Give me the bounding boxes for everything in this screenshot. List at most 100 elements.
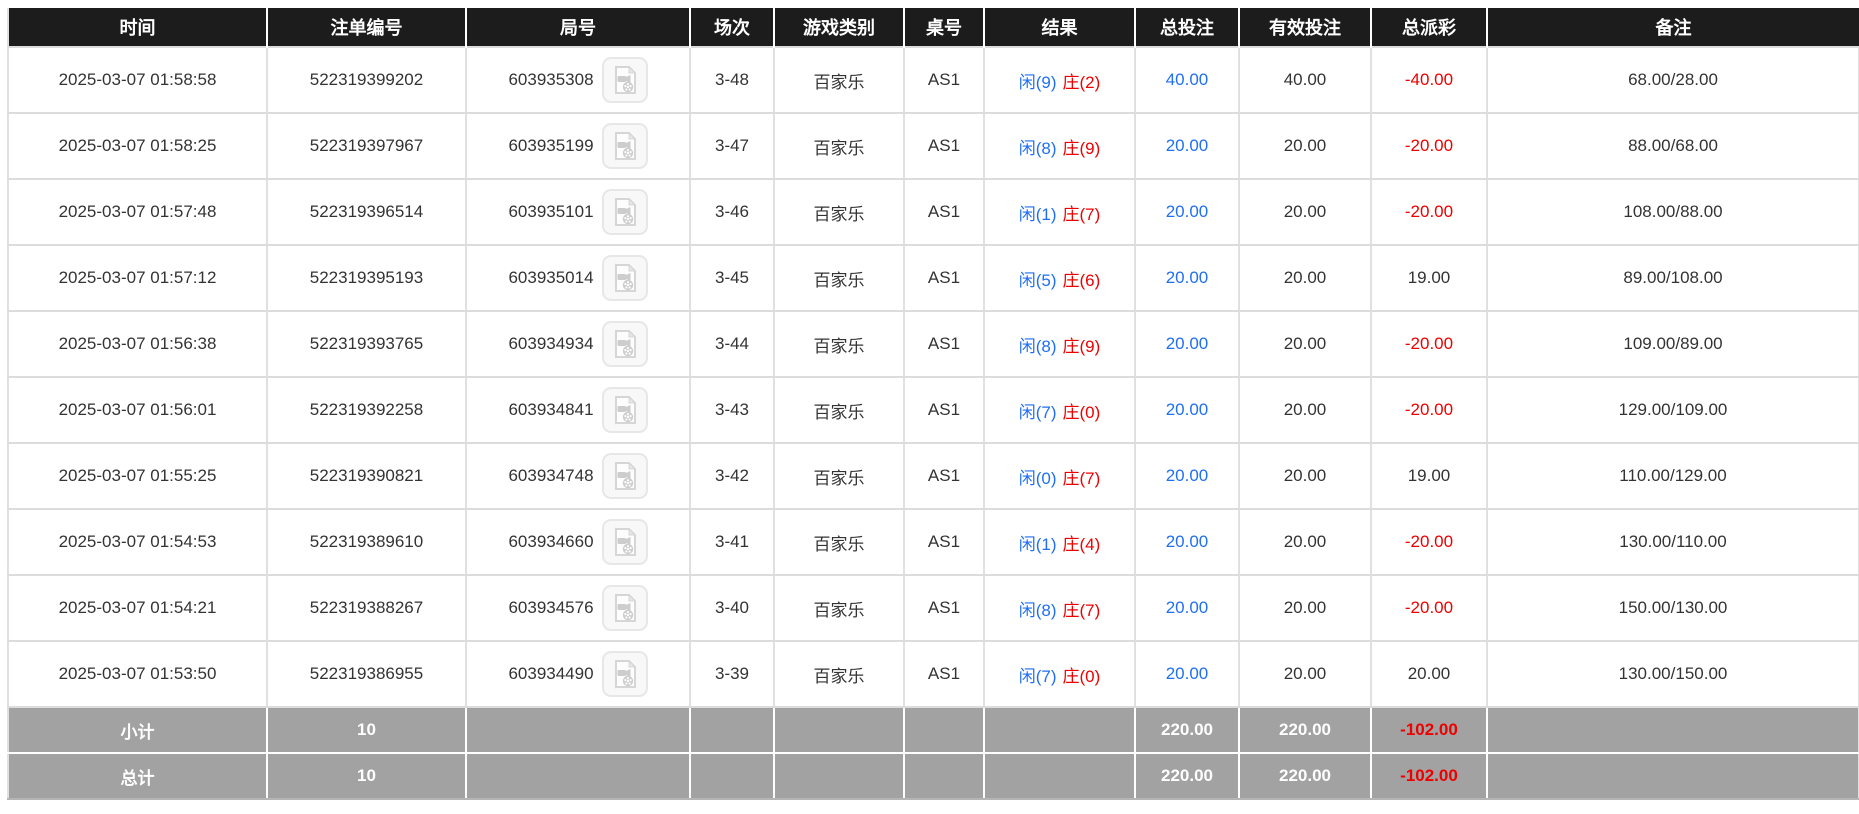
video-replay-button[interactable] (601, 387, 648, 433)
cell-remark: 68.00/28.00 (1487, 46, 1859, 114)
col-header-remark: 备注 (1487, 8, 1859, 47)
video-replay-button[interactable] (601, 57, 648, 103)
round-id-value: 603934660 (508, 532, 594, 551)
table-row: 2025-03-07 01:57:12 522319395193 6039350… (8, 244, 1859, 312)
cell-round-id: 603934934 (466, 310, 691, 378)
payout-value: -20.00 (1404, 400, 1454, 419)
cell-result: 闲(7) 庄(0) (984, 376, 1136, 444)
header-row: 时间 注单编号 局号 场次 游戏类别 桌号 结果 总投注 有效投注 总派彩 备注 (8, 8, 1859, 47)
bet-id-value: 522319389610 (309, 532, 424, 551)
video-replay-button[interactable] (601, 189, 648, 235)
cell-valid-bet: 20.00 (1239, 178, 1372, 246)
game-type-value: 百家乐 (813, 468, 865, 488)
cell-game-type: 百家乐 (774, 508, 905, 576)
round-id-value: 603934490 (508, 664, 594, 683)
round-id-value: 603935014 (508, 268, 594, 287)
valid-bet-value: 20.00 (1283, 334, 1327, 353)
cell-remark: 88.00/68.00 (1487, 112, 1859, 180)
cell-game-type: 百家乐 (774, 178, 905, 246)
video-file-icon (614, 461, 636, 490)
col-header-time: 时间 (8, 8, 268, 47)
result-banker-value: 庄(9) (1062, 138, 1101, 158)
time-value: 2025-03-07 01:57:48 (58, 202, 217, 221)
summary-label-cell: 总计 (8, 753, 268, 800)
time-value: 2025-03-07 01:56:01 (58, 400, 217, 419)
total-bet-value: 20.00 (1165, 136, 1209, 155)
table-header: 时间 注单编号 局号 场次 游戏类别 桌号 结果 总投注 有效投注 总派彩 备注 (8, 8, 1859, 47)
game-type-value: 百家乐 (813, 600, 865, 620)
cell-game-type: 百家乐 (774, 442, 905, 510)
summary-row: 小计 10 220.00 220.00 -102.00 (8, 707, 1859, 754)
result-player-value: 闲(7) (1018, 666, 1057, 686)
cell-session: 3-39 (690, 640, 775, 708)
summary-row: 总计 10 220.00 220.00 -102.00 (8, 753, 1859, 800)
table-row: 2025-03-07 01:55:25 522319390821 6039347… (8, 442, 1859, 510)
cell-result: 闲(7) 庄(0) (984, 640, 1136, 708)
summary-empty-cell (690, 753, 775, 800)
total-bet-value: 20.00 (1165, 400, 1209, 419)
cell-time: 2025-03-07 01:57:48 (8, 178, 268, 246)
cell-bet-id: 522319390821 (267, 442, 467, 510)
cell-table-no: AS1 (904, 46, 985, 114)
cell-time: 2025-03-07 01:55:25 (8, 442, 268, 510)
cell-table-no: AS1 (904, 310, 985, 378)
remark-value: 68.00/28.00 (1628, 70, 1718, 89)
cell-total-bet: 20.00 (1135, 574, 1240, 642)
round-id-value: 603934576 (508, 598, 594, 617)
summary-label-cell: 小计 (8, 707, 268, 754)
video-replay-button[interactable] (601, 453, 648, 499)
table-row: 2025-03-07 01:58:58 522319399202 6039353… (8, 46, 1859, 114)
session-value: 3-41 (714, 532, 750, 551)
video-replay-button[interactable] (601, 123, 648, 169)
session-value: 3-42 (714, 466, 750, 485)
cell-table-no: AS1 (904, 244, 985, 312)
cell-remark: 150.00/130.00 (1487, 574, 1859, 642)
cell-payout: 19.00 (1371, 442, 1488, 510)
cell-payout: -40.00 (1371, 46, 1488, 114)
bet-id-value: 522319395193 (309, 268, 424, 287)
table-summary: 小计 10 220.00 220.00 -102.00 总计 10 220.00… (8, 707, 1859, 800)
result-banker-value: 庄(7) (1062, 468, 1101, 488)
cell-table-no: AS1 (904, 178, 985, 246)
col-header-payout: 总派彩 (1371, 8, 1488, 47)
cell-payout: -20.00 (1371, 112, 1488, 180)
remark-value: 150.00/130.00 (1618, 598, 1728, 617)
cell-remark: 130.00/110.00 (1487, 508, 1859, 576)
summary-empty-cell (690, 707, 775, 754)
time-value: 2025-03-07 01:55:25 (58, 466, 217, 485)
summary-total-bet: 220.00 (1161, 720, 1213, 739)
round-id-value: 603935101 (508, 202, 594, 221)
cell-valid-bet: 20.00 (1239, 244, 1372, 312)
video-replay-button[interactable] (601, 651, 648, 697)
table-no-value: AS1 (927, 202, 961, 221)
cell-remark: 110.00/129.00 (1487, 442, 1859, 510)
cell-payout: -20.00 (1371, 178, 1488, 246)
result-player-value: 闲(9) (1018, 72, 1057, 92)
bet-id-value: 522319397967 (309, 136, 424, 155)
cell-result: 闲(8) 庄(9) (984, 310, 1136, 378)
cell-time: 2025-03-07 01:58:58 (8, 46, 268, 114)
cell-payout: -20.00 (1371, 508, 1488, 576)
cell-payout: 20.00 (1371, 640, 1488, 708)
video-replay-button[interactable] (601, 585, 648, 631)
cell-valid-bet: 20.00 (1239, 112, 1372, 180)
cell-valid-bet: 20.00 (1239, 310, 1372, 378)
payout-value: -20.00 (1404, 598, 1454, 617)
col-header-result: 结果 (984, 8, 1136, 47)
round-id-value: 603934934 (508, 334, 594, 353)
cell-session: 3-41 (690, 508, 775, 576)
remark-value: 88.00/68.00 (1628, 136, 1718, 155)
cell-total-bet: 20.00 (1135, 376, 1240, 444)
cell-session: 3-48 (690, 46, 775, 114)
video-file-icon (614, 131, 636, 160)
remark-value: 129.00/109.00 (1618, 400, 1728, 419)
session-value: 3-48 (714, 70, 750, 89)
video-replay-button[interactable] (601, 519, 648, 565)
video-replay-button[interactable] (601, 321, 648, 367)
round-id-value: 603935199 (508, 136, 594, 155)
col-header-round-id: 局号 (466, 8, 691, 47)
cell-result: 闲(8) 庄(9) (984, 112, 1136, 180)
video-replay-button[interactable] (601, 255, 648, 301)
video-file-icon (614, 197, 636, 226)
result-player-value: 闲(1) (1018, 204, 1057, 224)
